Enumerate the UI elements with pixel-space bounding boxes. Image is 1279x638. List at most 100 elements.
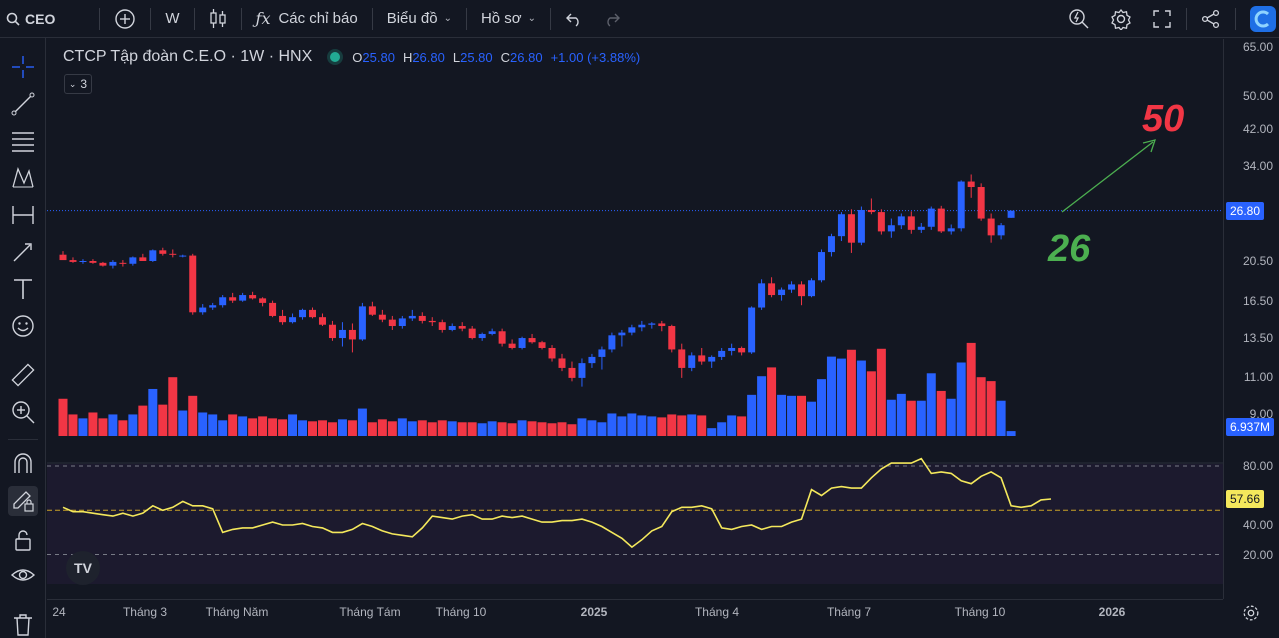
rsi-line bbox=[62, 457, 1052, 549]
volume-bar bbox=[387, 421, 397, 436]
volume-bar bbox=[826, 356, 836, 436]
candle-body bbox=[927, 208, 935, 227]
candle-body bbox=[249, 295, 257, 299]
text-tool[interactable] bbox=[8, 274, 38, 304]
volume-bar bbox=[697, 415, 707, 436]
crosshair-tool[interactable] bbox=[8, 52, 38, 82]
profile-menu-button[interactable]: Hồ sơ ⌄ bbox=[471, 0, 546, 38]
time-axis[interactable]: 24 Tháng 3 Tháng Năm Tháng Tám Tháng 10 2025 T… bbox=[47, 599, 1223, 624]
target-arrow bbox=[1061, 141, 1154, 213]
hide-drawings-tool[interactable] bbox=[8, 560, 38, 590]
stay-in-drawing-tool[interactable] bbox=[8, 486, 38, 516]
candle-body bbox=[59, 254, 67, 261]
volume-bar bbox=[856, 360, 866, 436]
candle-body bbox=[548, 347, 556, 359]
indicators-toggle[interactable]: ⌄ 3 bbox=[64, 74, 92, 94]
brush-tool[interactable] bbox=[8, 237, 38, 267]
volume-bar bbox=[1006, 431, 1016, 436]
volume-bar bbox=[866, 371, 876, 436]
rsi-value-badge: 57.66 bbox=[1226, 489, 1265, 508]
fullscreen-button[interactable] bbox=[1142, 0, 1182, 38]
volume-bar bbox=[457, 422, 467, 436]
interval-button[interactable]: W bbox=[155, 0, 189, 38]
fib-tool[interactable] bbox=[8, 126, 38, 156]
volume-bar bbox=[258, 416, 268, 436]
volume-bar bbox=[118, 420, 128, 436]
candle-body bbox=[817, 252, 825, 281]
candle-body bbox=[758, 283, 766, 308]
candle-body bbox=[768, 283, 776, 296]
symbol-search[interactable]: CEO bbox=[0, 0, 65, 38]
quick-search-button[interactable] bbox=[1058, 0, 1100, 38]
app-logo-button[interactable] bbox=[1240, 0, 1279, 38]
candle-body bbox=[149, 250, 157, 261]
interval-label: W bbox=[165, 10, 180, 27]
volume-bar bbox=[367, 422, 377, 436]
drawing-toolbar bbox=[0, 38, 46, 638]
time-settings-button[interactable] bbox=[1241, 603, 1261, 623]
volume-bar bbox=[417, 420, 427, 436]
chart-menu-button[interactable]: Biểu đồ ⌄ bbox=[377, 0, 462, 38]
remove-drawings-tool[interactable] bbox=[8, 610, 38, 638]
candle-body bbox=[748, 307, 756, 353]
emoji-tool[interactable] bbox=[8, 311, 38, 341]
trendline-icon bbox=[11, 92, 35, 116]
volume-bar bbox=[757, 376, 767, 436]
volume-bar bbox=[657, 417, 667, 436]
time-tick: Tháng 7 bbox=[826, 605, 872, 619]
price-tick: 65.00 bbox=[1242, 40, 1273, 54]
volume-bar bbox=[637, 415, 647, 436]
candle-body bbox=[957, 181, 965, 229]
undo-button[interactable] bbox=[555, 0, 593, 38]
divider bbox=[150, 7, 152, 30]
volume-bar bbox=[228, 414, 238, 436]
top-toolbar: CEO W ƒx Các chỉ báo Biểu đồ ⌄ Hồ sơ ⌄ bbox=[0, 0, 1279, 38]
candle-body bbox=[678, 349, 686, 368]
price-chart[interactable]: 50 26 bbox=[47, 39, 1223, 599]
indicators-button[interactable]: ƒx Các chỉ báo bbox=[246, 0, 368, 38]
candle-body bbox=[289, 317, 297, 323]
time-tick: Tháng Năm bbox=[205, 605, 269, 619]
divider bbox=[99, 7, 101, 30]
current-price-label: 26 bbox=[1047, 228, 1091, 270]
gear-icon bbox=[1243, 605, 1259, 621]
volume-bar bbox=[148, 388, 158, 436]
volume-bar bbox=[557, 422, 567, 436]
candle-body bbox=[199, 307, 207, 313]
candle-body bbox=[887, 225, 895, 232]
candle-body bbox=[279, 315, 287, 323]
candle-body bbox=[728, 347, 736, 351]
divider bbox=[240, 7, 242, 30]
chart-type-button[interactable] bbox=[199, 0, 237, 38]
candle-body bbox=[69, 260, 77, 262]
candle-body bbox=[398, 318, 406, 327]
volume-bar bbox=[547, 423, 557, 436]
crosshair-icon bbox=[12, 56, 34, 78]
volume-bar bbox=[108, 414, 118, 436]
zoom-tool[interactable] bbox=[8, 397, 38, 427]
volume-bar bbox=[238, 416, 248, 436]
magnet-tool[interactable] bbox=[8, 449, 38, 479]
price-scale[interactable]: 65.00 50.00 42.00 34.00 20.50 16.50 13.50 11.00… bbox=[1223, 39, 1279, 599]
volume-bar bbox=[327, 422, 337, 436]
rsi-tick: 40.00 bbox=[1242, 518, 1273, 532]
volume-bar bbox=[278, 419, 288, 436]
candle-body bbox=[159, 250, 167, 254]
candle-body bbox=[598, 349, 606, 357]
measure-range-tool[interactable] bbox=[8, 200, 38, 230]
settings-button[interactable] bbox=[1100, 0, 1142, 38]
trendline-tool[interactable] bbox=[8, 89, 38, 119]
app-logo-icon bbox=[1250, 6, 1276, 32]
share-button[interactable] bbox=[1191, 0, 1231, 38]
volume-bar bbox=[487, 421, 497, 436]
ruler-tool[interactable] bbox=[8, 360, 38, 390]
pattern-tool[interactable] bbox=[8, 163, 38, 193]
volume-bar bbox=[218, 420, 228, 436]
candle-body bbox=[348, 329, 356, 340]
redo-button[interactable] bbox=[593, 0, 631, 38]
volume-bar bbox=[407, 421, 417, 436]
volume-bar bbox=[527, 421, 537, 436]
candle-body bbox=[538, 342, 546, 348]
lock-drawings-tool[interactable] bbox=[8, 525, 38, 555]
compare-button[interactable] bbox=[104, 0, 146, 38]
